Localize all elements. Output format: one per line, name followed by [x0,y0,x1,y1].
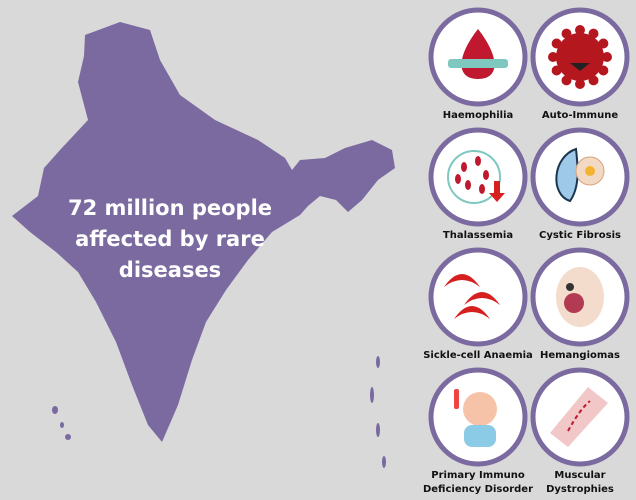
island [60,422,64,428]
disease-card: Thalassemia [428,127,528,241]
icon [455,174,461,184]
headline-line: 72 million people [68,196,272,220]
disease-grid: Haemophilia Auto-Immune Thalassemia Cystic … [423,7,630,495]
icon [556,33,604,81]
icon-ring [428,127,528,227]
india-map [12,22,395,468]
island [376,356,380,368]
island [370,387,374,403]
disease-card: Hemangiomas [530,247,630,361]
icon [454,306,490,319]
icon [570,63,590,71]
icon [585,166,595,176]
island [376,423,380,437]
icon [479,184,485,194]
disease-card: Primary Immuno Deficiency Disorder [423,367,533,495]
disease-card: Muscular Dystrophies [530,367,630,495]
icon [566,283,574,291]
disease-label: Sickle-cell Anaemia [423,350,533,361]
icon [464,425,496,447]
disease-label: Dystrophies [546,484,614,495]
disease-label: Haemophilia [443,110,514,121]
disease-card: Auto-Immune [530,7,630,121]
icon [444,274,480,287]
mainland [12,22,395,442]
icon [447,150,501,204]
icon [454,389,459,409]
disease-label: Primary Immuno [431,470,525,481]
island [65,434,71,440]
disease-label: Muscular [554,470,605,481]
icon [464,292,500,305]
headline-line: diseases [119,258,221,282]
disease-label: Thalassemia [443,230,513,241]
icon [567,400,591,432]
disease-label: Auto-Immune [542,110,618,121]
icon [465,180,471,190]
disease-label: Hemangiomas [540,350,620,361]
icon [575,79,585,89]
icon [463,392,497,426]
icon [564,293,584,313]
icon [548,52,558,62]
disease-card: Haemophilia [428,7,528,121]
disease-label: Cystic Fibrosis [539,230,621,241]
headline: 72 million people affected by rare disease… [68,196,272,282]
headline-line: affected by rare [75,227,265,251]
island [52,406,58,414]
disease-label: Deficiency Disorder [423,484,533,495]
icon [602,52,612,62]
icon [483,170,489,180]
icon [550,387,608,447]
island [382,456,386,468]
disease-card: Cystic Fibrosis [530,127,630,241]
icon [475,156,481,166]
icon [489,181,505,202]
icon [575,25,585,35]
disease-card: Sickle-cell Anaemia [423,247,533,361]
icon [461,162,467,172]
icon [448,59,508,68]
